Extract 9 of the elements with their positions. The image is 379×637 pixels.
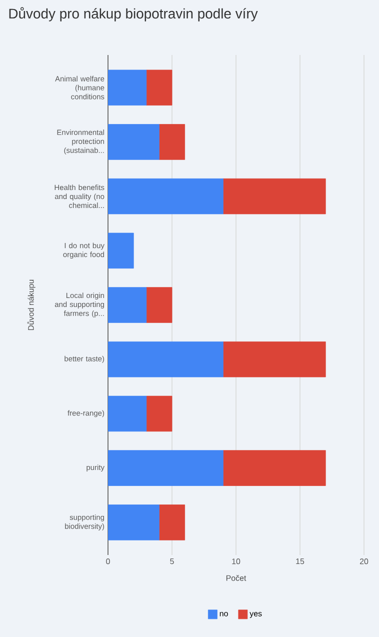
bar (223, 450, 326, 486)
bar (159, 124, 185, 160)
bar (223, 341, 326, 378)
bar (146, 70, 172, 106)
bar (159, 504, 185, 540)
bar (146, 287, 172, 323)
bar (146, 396, 172, 432)
bar (223, 178, 326, 214)
chart-title: Důvody pro nákup biopotravin podle víry (9, 7, 258, 22)
